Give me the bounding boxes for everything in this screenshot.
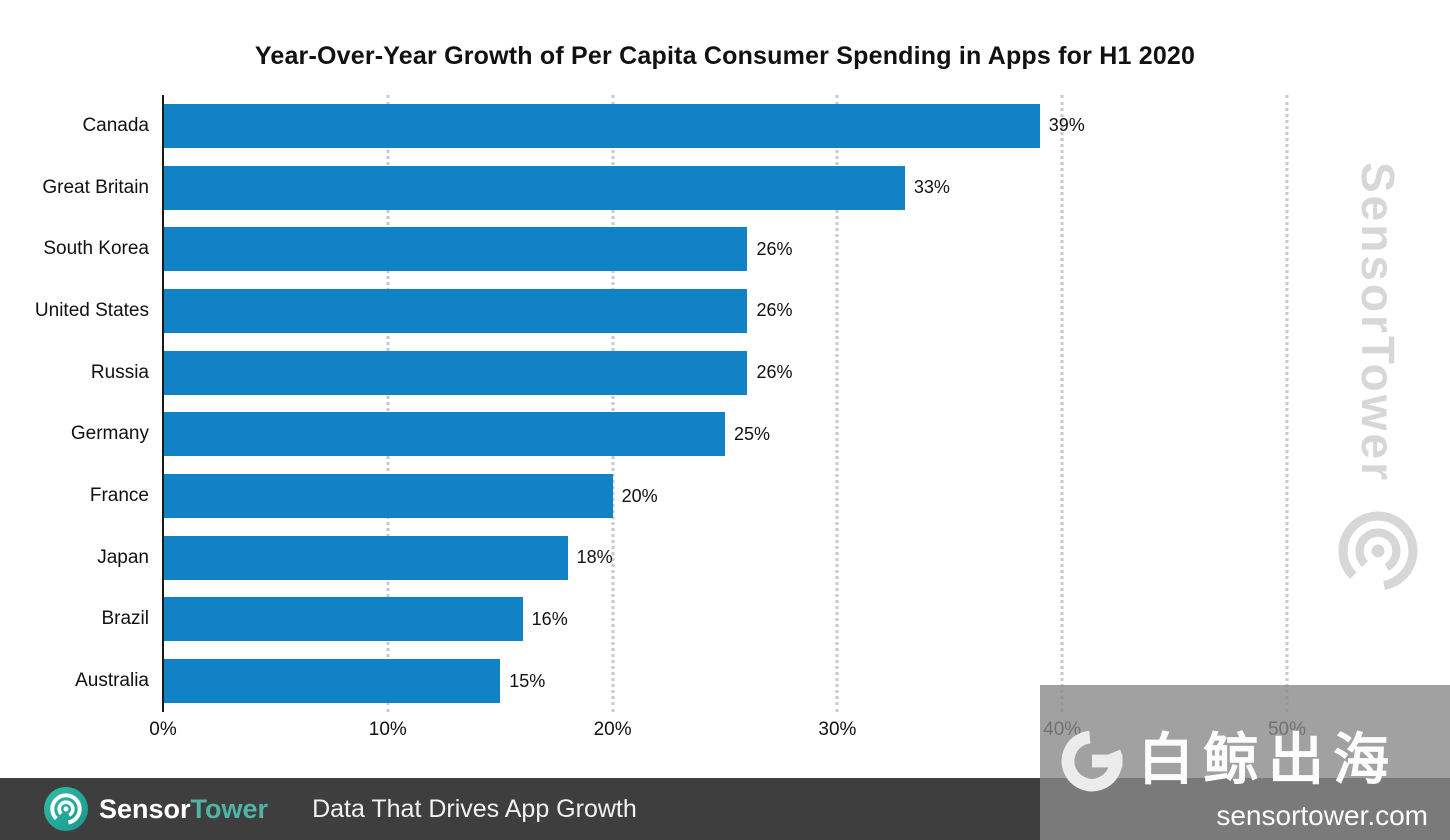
footer-tagline: Data That Drives App Growth [312,794,637,823]
bar-row: South Korea 26% [43,218,1287,280]
category-label: Brazil [101,608,149,630]
x-tick-label: 30% [818,719,857,740]
watermark-text: SensorTower [1352,162,1404,483]
baijing-logo-icon [1061,730,1123,792]
gridline [1285,95,1289,712]
bar-row: Canada 39% [82,95,1287,157]
value-label: 26% [756,300,793,321]
bar-row: Russia 26% [91,342,1287,404]
plot-area: Canada 39% Great Britain 33% South Korea 26% U… [35,95,1289,712]
gridline [611,95,615,712]
bar-row: United States 26% [35,280,1287,342]
gridline [386,95,390,712]
value-label: 26% [756,362,793,383]
bar-rows: Canada 39% Great Britain 33% South Korea 26% U… [35,95,1287,712]
sensortower-logo-icon [1338,511,1418,591]
bar [163,288,748,333]
category-label: Canada [82,114,149,136]
bar-row: Germany 25% [71,404,1287,466]
value-label: 20% [621,485,658,506]
category-label: United States [34,299,149,321]
value-label: 25% [734,423,771,444]
value-label: 18% [576,547,613,568]
baijing-watermark-overlay: 白鲸出海 sensortower.com [1040,685,1450,840]
bar-row: Japan 18% [97,527,1287,589]
bar-row: Australia 15% [75,650,1287,712]
category-label: Germany [70,423,149,445]
bar [163,350,748,395]
value-label: 39% [1048,115,1085,136]
x-tick-label: 10% [368,719,407,740]
gridline [835,95,839,712]
baijing-brand-text: 白鲸出海 [1138,728,1398,791]
sensortower-logo-glyph [50,793,82,825]
bar [163,412,725,457]
value-label: 33% [913,177,950,198]
x-tick-label: 20% [593,719,632,740]
gridline [1060,95,1064,712]
category-label: South Korea [43,238,149,260]
category-label: Russia [90,361,149,383]
chart-title: Year-Over-Year Growth of Per Capita Cons… [254,42,1196,70]
bar [163,227,748,272]
value-label: 15% [509,670,546,691]
category-label: Japan [97,546,149,568]
category-label: Great Britain [42,176,149,198]
value-label: 26% [756,238,793,259]
value-label: 16% [531,608,568,629]
bar [163,474,613,519]
bar [163,597,523,642]
bar-row: France 20% [90,465,1287,527]
bar [163,103,1040,148]
bar-row: Great Britain 33% [42,157,1287,219]
bar [163,535,568,580]
bar [163,165,905,210]
bar [163,659,501,704]
x-tick-label: 0% [149,719,177,740]
sensortower-url-text: sensortower.com [1216,800,1428,831]
category-label: France [89,485,149,507]
sensortower-watermark: SensorTower [1326,162,1430,597]
footer-brand-sensor: Sensor [99,793,191,824]
footer-brand: SensorTower [99,794,268,825]
sensortower-logo-icon [44,787,88,831]
footer-brand-tower: Tower [190,793,269,824]
y-axis-line [162,95,164,712]
bar-row: Brazil 16% [101,589,1287,651]
category-label: Australia [75,670,149,692]
